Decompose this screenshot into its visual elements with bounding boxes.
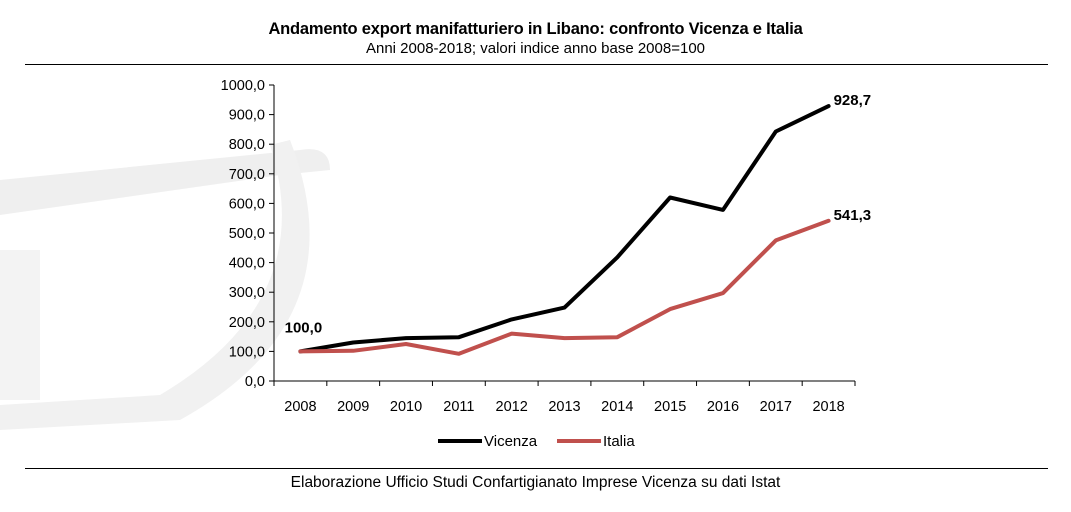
data-label: 100,0 bbox=[285, 319, 323, 336]
bottom-divider bbox=[25, 468, 1048, 469]
y-tick-label: 400,0 bbox=[229, 256, 265, 272]
watermark-curve bbox=[0, 140, 310, 430]
data-label: 928,7 bbox=[834, 92, 872, 109]
x-tick-label: 2017 bbox=[760, 399, 792, 415]
y-tick-label: 800,0 bbox=[229, 137, 265, 153]
x-tick-label: 2013 bbox=[548, 399, 580, 415]
top-divider bbox=[25, 64, 1048, 65]
y-tick-label: 700,0 bbox=[229, 167, 265, 183]
chart-labels: 100,0 928,7 541,3 bbox=[285, 92, 872, 336]
x-tick-label: 2018 bbox=[812, 399, 844, 415]
series-line-italia bbox=[298, 218, 831, 356]
y-tick-label: 100,0 bbox=[229, 344, 265, 360]
x-tick-label: 2010 bbox=[390, 399, 422, 415]
chart-subtitle: Anni 2008-2018; valori indice anno base … bbox=[365, 40, 706, 57]
x-tick-label: 2008 bbox=[284, 399, 316, 415]
x-tick-label: 2014 bbox=[601, 399, 633, 415]
chart-legend: Vicenza Italia bbox=[438, 433, 635, 450]
watermark-band bbox=[0, 149, 330, 215]
y-tick-label: 1000,0 bbox=[221, 78, 265, 94]
x-tick-label: 2011 bbox=[443, 399, 474, 415]
legend-label-italia: Italia bbox=[603, 433, 635, 450]
chart-axes: 0,0 100,0 200,0 300,0 400,0 500,0 600,0 700,0 80… bbox=[221, 78, 856, 415]
y-tick-label: 600,0 bbox=[229, 196, 265, 212]
x-tick-label: 2009 bbox=[337, 399, 369, 415]
x-tick-label: 2012 bbox=[496, 399, 528, 415]
y-tick-label: 500,0 bbox=[229, 226, 265, 242]
y-tick-label: 900,0 bbox=[229, 108, 265, 124]
legend-label-vicenza: Vicenza bbox=[484, 433, 538, 450]
x-tick-label: 2015 bbox=[654, 399, 686, 415]
y-tick-label: 0,0 bbox=[245, 374, 265, 390]
x-tick-label: 2016 bbox=[707, 399, 739, 415]
line-chart: 0,0 100,0 200,0 300,0 400,0 500,0 600,0 700,0 80… bbox=[221, 78, 872, 450]
y-tick-label: 300,0 bbox=[229, 285, 265, 301]
y-tick-label: 200,0 bbox=[229, 315, 265, 331]
series-line-vicenza bbox=[298, 104, 831, 354]
data-label: 541,3 bbox=[834, 207, 872, 224]
chart-series bbox=[298, 104, 831, 356]
watermark-left bbox=[0, 250, 40, 400]
chart-title: Andamento export manifatturiero in Liban… bbox=[268, 20, 803, 38]
source-footer: Elaborazione Ufficio Studi Confartigiana… bbox=[290, 474, 781, 491]
